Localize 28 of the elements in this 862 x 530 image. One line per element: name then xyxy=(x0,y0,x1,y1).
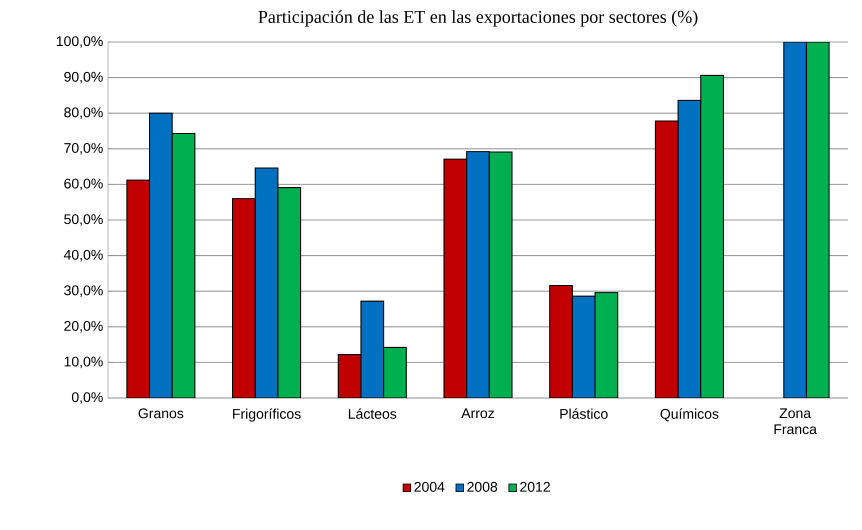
y-tick-label: 90,0% xyxy=(64,72,103,84)
bar xyxy=(232,198,256,398)
x-tick-label: Arroz xyxy=(461,408,494,418)
legend-label: 2012 xyxy=(520,482,550,492)
x-tick-label: Lácteos xyxy=(348,408,396,419)
x-tick-label: Frigoríficos xyxy=(233,408,301,422)
bar xyxy=(549,284,573,398)
y-tick-label: 40,0% xyxy=(64,250,103,262)
x-tick-label: Granos xyxy=(138,408,184,418)
legend-label: 2008 xyxy=(467,482,498,492)
bar xyxy=(443,158,468,398)
chart-title: Participación de las ET en las exportaciones por sectores (%) xyxy=(258,10,698,27)
x-tick-label: Plástico xyxy=(560,408,608,419)
legend-label: 2004 xyxy=(414,482,444,492)
y-tick-label: 0,0% xyxy=(72,392,103,404)
y-tick-label: 10,0% xyxy=(64,356,103,368)
bar xyxy=(126,180,150,398)
bar xyxy=(654,120,679,398)
y-tick-label: 80,0% xyxy=(64,107,103,119)
y-tick-label: 30,0% xyxy=(64,285,103,297)
x-tick-label: Químicos xyxy=(660,408,718,422)
y-tick-label: 50,0% xyxy=(64,214,103,226)
y-tick-label: 70,0% xyxy=(64,143,103,155)
bar xyxy=(338,354,362,398)
y-tick-label: 60,0% xyxy=(64,178,103,190)
y-tick-label: 100,0% xyxy=(56,36,103,48)
y-tick-label: 20,0% xyxy=(64,321,103,333)
x-tick-label: Zona Franca xyxy=(774,408,817,434)
